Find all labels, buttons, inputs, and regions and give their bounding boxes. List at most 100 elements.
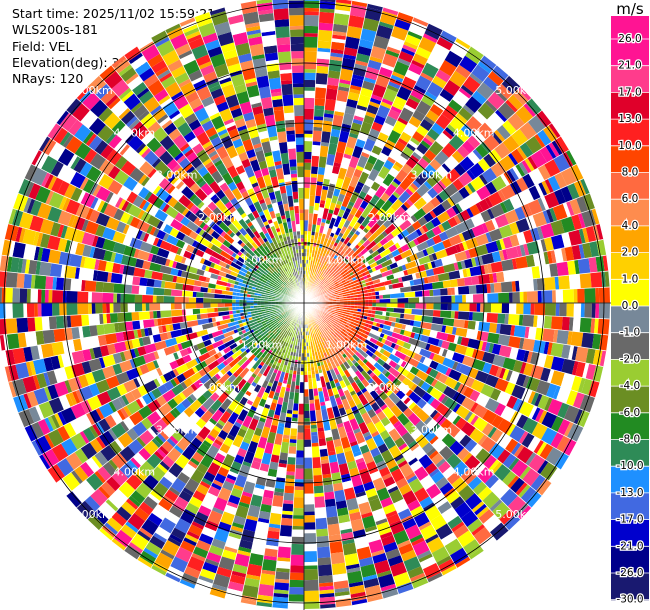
- radar-bin: [333, 489, 346, 503]
- radar-bin: [422, 309, 434, 317]
- radar-bin: [220, 398, 233, 411]
- radar-bin: [71, 326, 80, 340]
- radar-bin: [443, 182, 459, 198]
- radar-bin: [314, 87, 327, 99]
- radar-bin: [206, 326, 219, 335]
- radar-bin: [382, 239, 395, 251]
- radar-bin: [304, 137, 313, 142]
- radar-bin: [594, 318, 599, 334]
- radar-bin: [264, 300, 268, 303]
- radar-bin: [500, 184, 516, 200]
- radar-bin: [240, 312, 245, 317]
- radar-bin: [258, 510, 271, 520]
- radar-bin: [561, 316, 570, 331]
- radar-bin: [325, 505, 338, 518]
- radar-bin: [217, 371, 224, 378]
- radar-bin: [440, 175, 453, 188]
- radar-bin: [471, 64, 490, 82]
- radar-bin: [128, 495, 141, 508]
- radar-bin: [347, 344, 353, 349]
- radar-bin: [311, 374, 316, 379]
- radar-bin: [588, 256, 598, 273]
- radar-bin: [415, 228, 423, 237]
- radar-bin: [501, 258, 514, 272]
- radar-bin: [326, 346, 331, 352]
- radar-bin: [425, 483, 442, 500]
- radar-bin: [169, 409, 179, 419]
- radar-bin: [293, 322, 297, 327]
- radar-bin: [395, 216, 405, 226]
- radar-bin: [240, 381, 252, 394]
- radar-bin: [338, 269, 344, 274]
- radar-bin: [391, 331, 404, 341]
- radar-bin: [375, 518, 388, 526]
- radar-bin: [520, 267, 534, 280]
- radar-bin: [327, 143, 338, 156]
- radar-bin: [292, 326, 295, 330]
- radar-bin: [404, 324, 414, 332]
- radar-bin: [120, 501, 137, 516]
- radar-bin: [470, 402, 479, 413]
- radar-bin: [537, 197, 546, 212]
- radar-bin: [267, 317, 272, 321]
- radar-bin: [404, 260, 417, 270]
- radar-bin: [348, 508, 360, 515]
- radar-bin: [369, 389, 381, 402]
- radar-bin: [267, 409, 276, 418]
- radar-bin: [320, 459, 330, 465]
- radar-bin: [279, 331, 283, 335]
- radar-bin: [241, 415, 253, 428]
- radar-bin: [301, 346, 304, 350]
- radar-bin: [483, 264, 489, 275]
- radar-bin: [211, 409, 224, 423]
- radar-bin: [313, 239, 318, 244]
- radar-bin: [304, 403, 310, 411]
- radar-bin: [287, 314, 291, 318]
- radar-bin: [389, 561, 408, 577]
- radar-bin: [41, 316, 50, 331]
- radar-bin: [350, 364, 359, 373]
- radar-bin: [405, 204, 419, 217]
- radar-bin: [323, 336, 328, 341]
- radar-bin: [341, 195, 351, 208]
- radar-bin: [463, 386, 474, 399]
- radar-bin: [178, 490, 193, 503]
- radar-bin: [273, 320, 278, 325]
- radar-bin: [43, 386, 52, 401]
- radar-bin: [518, 280, 524, 292]
- radar-bin: [306, 356, 310, 361]
- radar-bin: [400, 360, 407, 368]
- radar-bin: [374, 420, 387, 434]
- radar-bin: [387, 109, 401, 121]
- radar-bin: [423, 180, 433, 190]
- radar-bin: [304, 529, 317, 534]
- radar-bin: [314, 496, 326, 508]
- radar-bin: [376, 207, 386, 218]
- radar-bin: [365, 529, 381, 543]
- radar-bin: [351, 339, 357, 344]
- radar-bin: [389, 326, 395, 332]
- radar-bin: [104, 522, 119, 536]
- radar-bin: [386, 84, 400, 93]
- radar-bin: [497, 449, 511, 464]
- radar-bin: [199, 404, 208, 413]
- radar-bin: [174, 303, 182, 310]
- radar-bin: [288, 446, 297, 454]
- radar-bin: [311, 322, 315, 327]
- radar-bin: [272, 603, 289, 609]
- radar-bin: [509, 370, 520, 385]
- radar-bin: [466, 267, 472, 278]
- radar-bin: [344, 259, 350, 265]
- radar-bin: [310, 279, 313, 283]
- radar-bin: [413, 320, 422, 328]
- radar-bin: [301, 339, 304, 343]
- radar-bin: [404, 472, 416, 481]
- radar-bin: [376, 245, 386, 254]
- radar-bin: [139, 363, 150, 375]
- radar-bin: [306, 346, 309, 350]
- radar-bin: [348, 88, 361, 95]
- radar-bin: [405, 188, 414, 197]
- radar-bin: [337, 212, 344, 218]
- radar-bin: [547, 369, 555, 384]
- radar-bin: [338, 208, 345, 215]
